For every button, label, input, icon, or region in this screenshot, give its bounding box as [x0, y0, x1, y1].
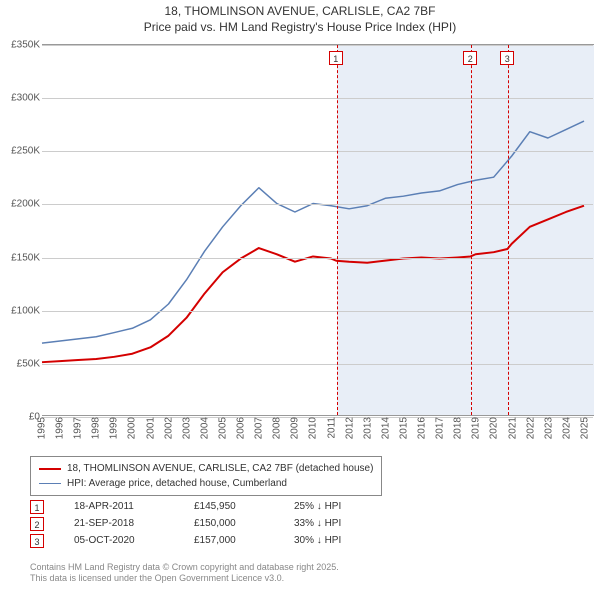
y-tick-label: £250K [0, 146, 40, 157]
title-line-1: 18, THOMLINSON AVENUE, CARLISLE, CA2 7BF [0, 4, 600, 20]
y-tick-label: £0 [0, 412, 40, 423]
x-tick-label: 1997 [73, 415, 84, 439]
x-tick-label: 2013 [362, 415, 373, 439]
footer-line-1: Contains HM Land Registry data © Crown c… [30, 562, 339, 573]
x-tick-label: 2024 [561, 415, 572, 439]
y-tick-label: £300K [0, 93, 40, 104]
x-tick-label: 2000 [127, 415, 138, 439]
x-tick-label: 2019 [471, 415, 482, 439]
x-tick-label: 2006 [236, 415, 247, 439]
legend-swatch [39, 483, 61, 484]
sale-price: £145,950 [194, 498, 264, 515]
x-tick-label: 1999 [109, 415, 120, 439]
sales-row: 3 05-OCT-2020 £157,000 30% ↓ HPI [30, 532, 384, 549]
legend-label: HPI: Average price, detached house, Cumb… [67, 476, 287, 491]
y-tick-label: £50K [0, 358, 40, 369]
sale-marker-box: 2 [463, 51, 477, 65]
x-tick-label: 2017 [435, 415, 446, 439]
y-tick-label: £200K [0, 199, 40, 210]
sale-price: £157,000 [194, 532, 264, 549]
x-tick-label: 1996 [55, 415, 66, 439]
legend-row: HPI: Average price, detached house, Cumb… [39, 476, 373, 491]
x-tick-label: 2020 [489, 415, 500, 439]
sale-marker-box: 1 [329, 51, 343, 65]
footer-line-2: This data is licensed under the Open Gov… [30, 573, 339, 584]
sale-index-marker: 3 [30, 534, 44, 548]
y-tick-label: £100K [0, 305, 40, 316]
gridline-h [42, 364, 593, 365]
sale-date: 21-SEP-2018 [74, 515, 164, 532]
sales-row: 1 18-APR-2011 £145,950 25% ↓ HPI [30, 498, 384, 515]
sale-vline [471, 45, 472, 415]
x-tick-label: 2018 [453, 415, 464, 439]
series-property [42, 206, 584, 362]
x-tick-label: 1998 [91, 415, 102, 439]
x-tick-label: 2012 [344, 415, 355, 439]
title-block: 18, THOMLINSON AVENUE, CARLISLE, CA2 7BF… [0, 0, 600, 37]
x-tick-label: 2008 [272, 415, 283, 439]
x-tick-label: 2002 [163, 415, 174, 439]
line-series-svg [42, 45, 593, 415]
x-tick-label: 2016 [417, 415, 428, 439]
x-tick-label: 2005 [217, 415, 228, 439]
sale-delta: 25% ↓ HPI [294, 498, 384, 515]
sale-delta: 33% ↓ HPI [294, 515, 384, 532]
gridline-h [42, 98, 593, 99]
gridline-h [42, 311, 593, 312]
x-tick-label: 2022 [525, 415, 536, 439]
plot-region: £0£50K£100K£150K£200K£250K£300K£350K1995… [42, 44, 594, 416]
legend-label: 18, THOMLINSON AVENUE, CARLISLE, CA2 7BF… [67, 461, 373, 476]
y-tick-label: £350K [0, 40, 40, 51]
x-tick-label: 2003 [181, 415, 192, 439]
sale-price: £150,000 [194, 515, 264, 532]
sale-delta: 30% ↓ HPI [294, 532, 384, 549]
x-tick-label: 2001 [145, 415, 156, 439]
footer: Contains HM Land Registry data © Crown c… [30, 562, 339, 584]
x-tick-label: 2021 [507, 415, 518, 439]
x-tick-label: 2007 [254, 415, 265, 439]
gridline-h [42, 151, 593, 152]
x-tick-label: 2010 [308, 415, 319, 439]
y-tick-label: £150K [0, 252, 40, 263]
sale-index-marker: 1 [30, 500, 44, 514]
sale-marker-box: 3 [500, 51, 514, 65]
legend-row: 18, THOMLINSON AVENUE, CARLISLE, CA2 7BF… [39, 461, 373, 476]
title-line-2: Price paid vs. HM Land Registry's House … [0, 20, 600, 36]
x-tick-label: 2009 [290, 415, 301, 439]
sale-vline [337, 45, 338, 415]
sale-date: 18-APR-2011 [74, 498, 164, 515]
x-tick-label: 2015 [398, 415, 409, 439]
sales-table: 1 18-APR-2011 £145,950 25% ↓ HPI 2 21-SEP-201… [30, 498, 384, 549]
x-tick-label: 2011 [326, 415, 337, 439]
gridline-h [42, 204, 593, 205]
x-tick-label: 2023 [543, 415, 554, 439]
sale-vline [508, 45, 509, 415]
sales-row: 2 21-SEP-2018 £150,000 33% ↓ HPI [30, 515, 384, 532]
chart-container: 18, THOMLINSON AVENUE, CARLISLE, CA2 7BF… [0, 0, 600, 590]
legend: 18, THOMLINSON AVENUE, CARLISLE, CA2 7BF… [30, 456, 382, 496]
chart-area: £0£50K£100K£150K£200K£250K£300K£350K1995… [42, 44, 594, 416]
gridline-h [42, 45, 593, 46]
x-tick-label: 2014 [380, 415, 391, 439]
legend-swatch [39, 468, 61, 470]
sale-index-marker: 2 [30, 517, 44, 531]
x-tick-label: 2025 [579, 415, 590, 439]
x-tick-label: 1995 [37, 415, 48, 439]
x-tick-label: 2004 [199, 415, 210, 439]
gridline-h [42, 258, 593, 259]
sale-date: 05-OCT-2020 [74, 532, 164, 549]
